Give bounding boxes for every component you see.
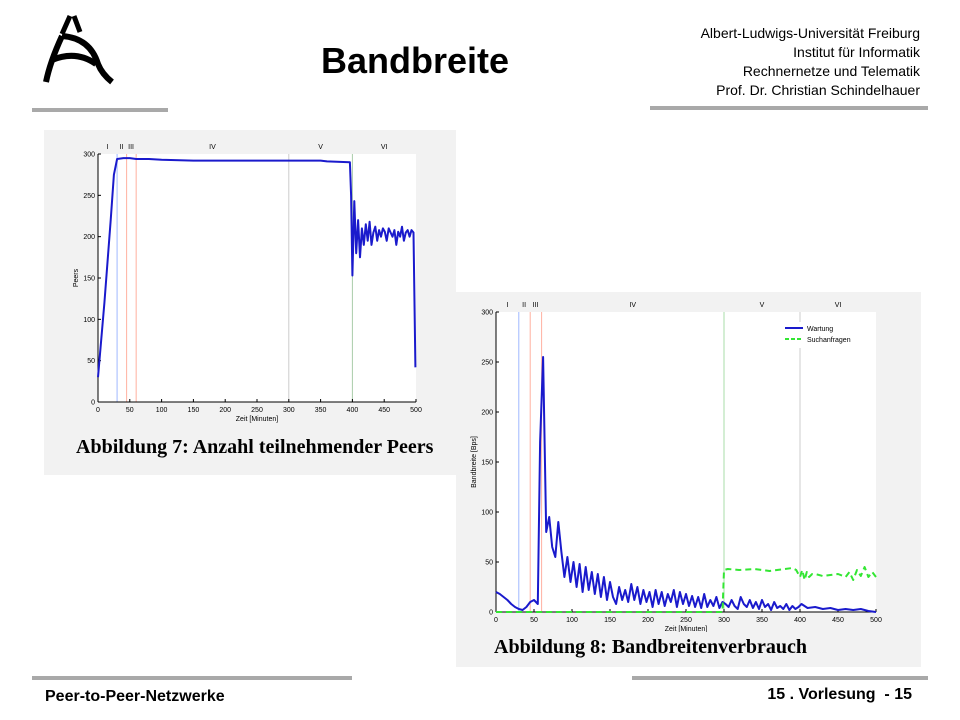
peers-x-tick-label: 350 xyxy=(315,407,327,414)
bandwidth-x-tick-label: 0 xyxy=(494,617,498,624)
figure-8-caption: Abbildung 8: Bandbreitenverbrauch xyxy=(494,636,808,658)
bandwidth-series-line-suchanfragen xyxy=(496,566,877,613)
peers-y-tick-label: 100 xyxy=(83,317,95,324)
institution-line-3: Rechnernetze und Telematik xyxy=(742,63,920,79)
bandwidth-legend-box xyxy=(781,322,869,348)
bandwidth-y-tick-label: 50 xyxy=(485,560,493,567)
peers-phase-label: IV xyxy=(209,144,216,151)
header-rule-right xyxy=(650,106,928,110)
bandwidth-series-line-wartung xyxy=(495,356,877,613)
peers-x-tick-label: 500 xyxy=(410,407,422,414)
institution-line-4: Prof. Dr. Christian Schindelhauer xyxy=(716,82,920,98)
peers-x-tick-label: 0 xyxy=(96,407,100,414)
peers-x-axis-label: Zeit [Minuten] xyxy=(236,416,278,423)
bandwidth-y-tick-label: 150 xyxy=(481,460,493,467)
peers-series-line-0 xyxy=(97,157,417,378)
institution-line-1: Albert-Ludwigs-Universität Freiburg xyxy=(700,25,920,41)
bandwidth-phase-label: III xyxy=(533,302,539,309)
bandwidth-phase-label: V xyxy=(760,302,765,309)
peers-y-tick-label: 250 xyxy=(83,193,95,200)
bandwidth-x-tick-label: 450 xyxy=(832,617,844,624)
peers-phase-label: III xyxy=(128,144,134,151)
bandwidth-x-tick-label: 200 xyxy=(642,617,654,624)
peers-y-tick-label: 0 xyxy=(91,400,95,407)
bandwidth-x-tick-label: 300 xyxy=(718,617,730,624)
bandwidth-phase-label: IV xyxy=(629,302,636,309)
bandwidth-legend-entry: Wartung xyxy=(807,326,833,333)
bandwidth-x-tick-label: 500 xyxy=(870,617,882,624)
bandwidth-y-tick-label: 250 xyxy=(481,360,493,367)
bandwidth-phase-label: II xyxy=(522,302,526,309)
footer-rule-left xyxy=(32,676,352,680)
bandwidth-legend-entry: Suchanfragen xyxy=(807,337,851,344)
peers-x-tick-label: 250 xyxy=(251,407,263,414)
peers-phase-label: VI xyxy=(381,144,388,151)
footer-rule-right xyxy=(632,676,928,680)
bandwidth-x-axis-label: Zeit [Minuten] xyxy=(665,626,707,632)
peers-x-tick-label: 400 xyxy=(347,407,359,414)
page-title: Bandbreite xyxy=(320,40,510,81)
bandwidth-y-tick-label: 200 xyxy=(481,410,493,417)
peers-phase-label: V xyxy=(318,144,323,151)
peers-phase-label: I xyxy=(107,144,109,151)
bandwidth-phase-label: I xyxy=(506,302,508,309)
header-rule-left xyxy=(32,108,168,112)
bandwidth-y-axis-label: Bandbreite [Bps] xyxy=(471,436,478,488)
peers-y-tick-label: 150 xyxy=(83,276,95,283)
peers-phase-label: II xyxy=(120,144,124,151)
figure-7-panel: 0 50 100 150 200 250 300 350 400 450 500 0 50 100 150 2… xyxy=(44,130,456,475)
bandwidth-x-tick-label: 150 xyxy=(604,617,616,624)
peers-x-tick-label: 50 xyxy=(126,407,134,414)
bandwidth-x-tick-label: 350 xyxy=(756,617,768,624)
figure-7-caption: Abbildung 7: Anzahl teilnehmender Peers xyxy=(76,436,434,458)
course-name: Peer-to-Peer-Netzwerke xyxy=(45,688,225,705)
bandwidth-x-tick-label: 100 xyxy=(566,617,578,624)
peers-y-tick-label: 200 xyxy=(83,234,95,241)
university-logo-icon xyxy=(43,14,114,85)
bandwidth-y-tick-label: 300 xyxy=(481,310,493,317)
institution-line-2: Institut für Informatik xyxy=(793,44,920,60)
peers-y-tick-label: 300 xyxy=(83,152,95,159)
peers-x-tick-label: 300 xyxy=(283,407,295,414)
institution-block: Albert-Ludwigs-Universität Freiburg Inst… xyxy=(701,24,920,100)
figure-8-panel: 0 50 100 150 200 250 300 350 400 450 500 0 50 100 150 2… xyxy=(456,292,921,667)
peers-x-tick-label: 450 xyxy=(378,407,390,414)
peers-chart: 0 50 100 150 200 250 300 350 400 450 500 0 50 100 150 2… xyxy=(73,144,422,423)
lecture-number: 15 . Vorlesung - 15 xyxy=(767,686,912,703)
bandwidth-x-tick-label: 400 xyxy=(794,617,806,624)
peers-plot-area xyxy=(98,154,416,402)
bandwidth-plot-area xyxy=(496,312,876,612)
peers-y-tick-label: 50 xyxy=(87,358,95,365)
peers-x-tick-label: 150 xyxy=(188,407,200,414)
peers-x-tick-label: 100 xyxy=(156,407,168,414)
bandwidth-x-tick-label: 50 xyxy=(530,617,538,624)
bandwidth-y-tick-label: 100 xyxy=(481,510,493,517)
bandwidth-y-tick-label: 0 xyxy=(489,610,493,617)
peers-y-axis-label: Peers xyxy=(73,268,80,287)
bandwidth-chart: 0 50 100 150 200 250 300 350 400 450 500 0 50 100 150 2… xyxy=(471,302,882,633)
bandwidth-x-tick-label: 250 xyxy=(680,617,692,624)
peers-x-tick-label: 200 xyxy=(219,407,231,414)
bandwidth-phase-label: VI xyxy=(835,302,842,309)
